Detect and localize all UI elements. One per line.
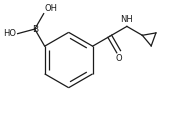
Text: NH: NH [121, 15, 133, 24]
Text: HO: HO [4, 29, 17, 38]
Text: OH: OH [45, 4, 58, 13]
Text: B: B [32, 25, 38, 34]
Text: O: O [115, 54, 122, 63]
